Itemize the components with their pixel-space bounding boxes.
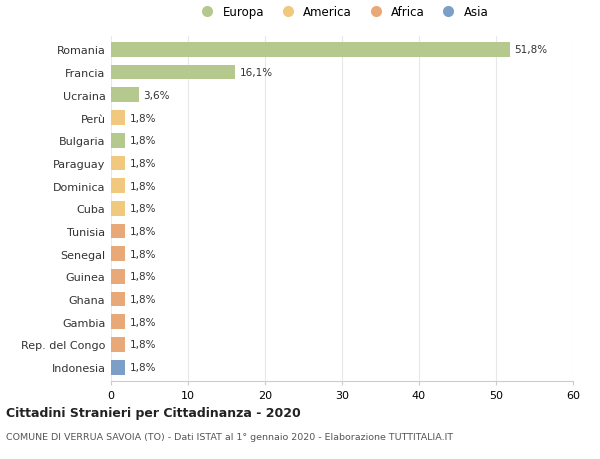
Bar: [111, 43, 510, 58]
Bar: [111, 179, 125, 194]
Bar: [111, 292, 125, 307]
Bar: [111, 337, 125, 352]
Bar: [111, 134, 125, 148]
Text: Cittadini Stranieri per Cittadinanza - 2020: Cittadini Stranieri per Cittadinanza - 2…: [6, 406, 301, 419]
Text: 1,8%: 1,8%: [130, 158, 156, 168]
Bar: [111, 269, 125, 284]
Bar: [111, 88, 139, 103]
Bar: [111, 202, 125, 216]
Text: 1,8%: 1,8%: [130, 226, 156, 236]
Text: 1,8%: 1,8%: [130, 113, 156, 123]
Text: 1,8%: 1,8%: [130, 317, 156, 327]
Text: COMUNE DI VERRUA SAVOIA (TO) - Dati ISTAT al 1° gennaio 2020 - Elaborazione TUTT: COMUNE DI VERRUA SAVOIA (TO) - Dati ISTA…: [6, 432, 453, 442]
Text: 3,6%: 3,6%: [143, 90, 170, 101]
Text: 1,8%: 1,8%: [130, 249, 156, 259]
Bar: [111, 66, 235, 80]
Bar: [111, 315, 125, 330]
Text: 16,1%: 16,1%: [239, 68, 273, 78]
Text: 1,8%: 1,8%: [130, 204, 156, 214]
Bar: [111, 111, 125, 126]
Text: 1,8%: 1,8%: [130, 272, 156, 282]
Bar: [111, 224, 125, 239]
Bar: [111, 156, 125, 171]
Text: 1,8%: 1,8%: [130, 363, 156, 372]
Text: 1,8%: 1,8%: [130, 181, 156, 191]
Bar: [111, 360, 125, 375]
Text: 1,8%: 1,8%: [130, 136, 156, 146]
Text: 1,8%: 1,8%: [130, 294, 156, 304]
Text: 51,8%: 51,8%: [514, 45, 548, 55]
Bar: [111, 247, 125, 262]
Text: 1,8%: 1,8%: [130, 340, 156, 350]
Legend: Europa, America, Africa, Asia: Europa, America, Africa, Asia: [191, 1, 493, 24]
